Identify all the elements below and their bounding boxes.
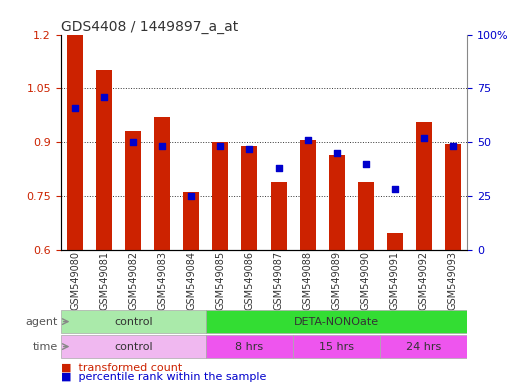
Point [361, 161, 370, 167]
Bar [154, 117, 171, 250]
Point [216, 143, 225, 149]
Bar [206, 310, 467, 333]
Point [187, 193, 196, 199]
Point [303, 137, 312, 143]
Bar [61, 335, 206, 358]
Text: ■  transformed count: ■ transformed count [61, 362, 182, 372]
Bar [61, 310, 206, 333]
Point [158, 143, 167, 149]
Text: DETA-NONOate: DETA-NONOate [294, 316, 379, 327]
Bar [212, 142, 229, 250]
Point [333, 150, 341, 156]
Bar [96, 70, 112, 250]
Point [245, 146, 254, 152]
Bar [293, 335, 380, 358]
Text: 15 hrs: 15 hrs [319, 341, 354, 352]
Bar [67, 35, 83, 250]
Bar [125, 131, 142, 250]
Bar [380, 335, 467, 358]
Text: control: control [114, 316, 153, 327]
Text: ■  percentile rank within the sample: ■ percentile rank within the sample [61, 372, 266, 382]
Bar [357, 182, 374, 250]
Point [129, 139, 138, 145]
Bar [386, 233, 403, 250]
Text: control: control [114, 341, 153, 352]
Bar [416, 122, 432, 250]
Text: 24 hrs: 24 hrs [406, 341, 441, 352]
Bar [206, 335, 293, 358]
Point [275, 165, 283, 171]
Bar [328, 155, 345, 250]
Point [71, 104, 80, 111]
Text: GDS4408 / 1449897_a_at: GDS4408 / 1449897_a_at [61, 20, 238, 33]
Bar [445, 144, 461, 250]
Text: 8 hrs: 8 hrs [235, 341, 263, 352]
Text: agent: agent [26, 316, 58, 327]
Point [100, 94, 109, 100]
Point [420, 135, 428, 141]
Bar [299, 140, 316, 250]
Bar [270, 182, 287, 250]
Text: time: time [33, 341, 58, 352]
Point [449, 143, 457, 149]
Bar [183, 192, 200, 250]
Point [391, 186, 399, 192]
Bar [241, 146, 258, 250]
